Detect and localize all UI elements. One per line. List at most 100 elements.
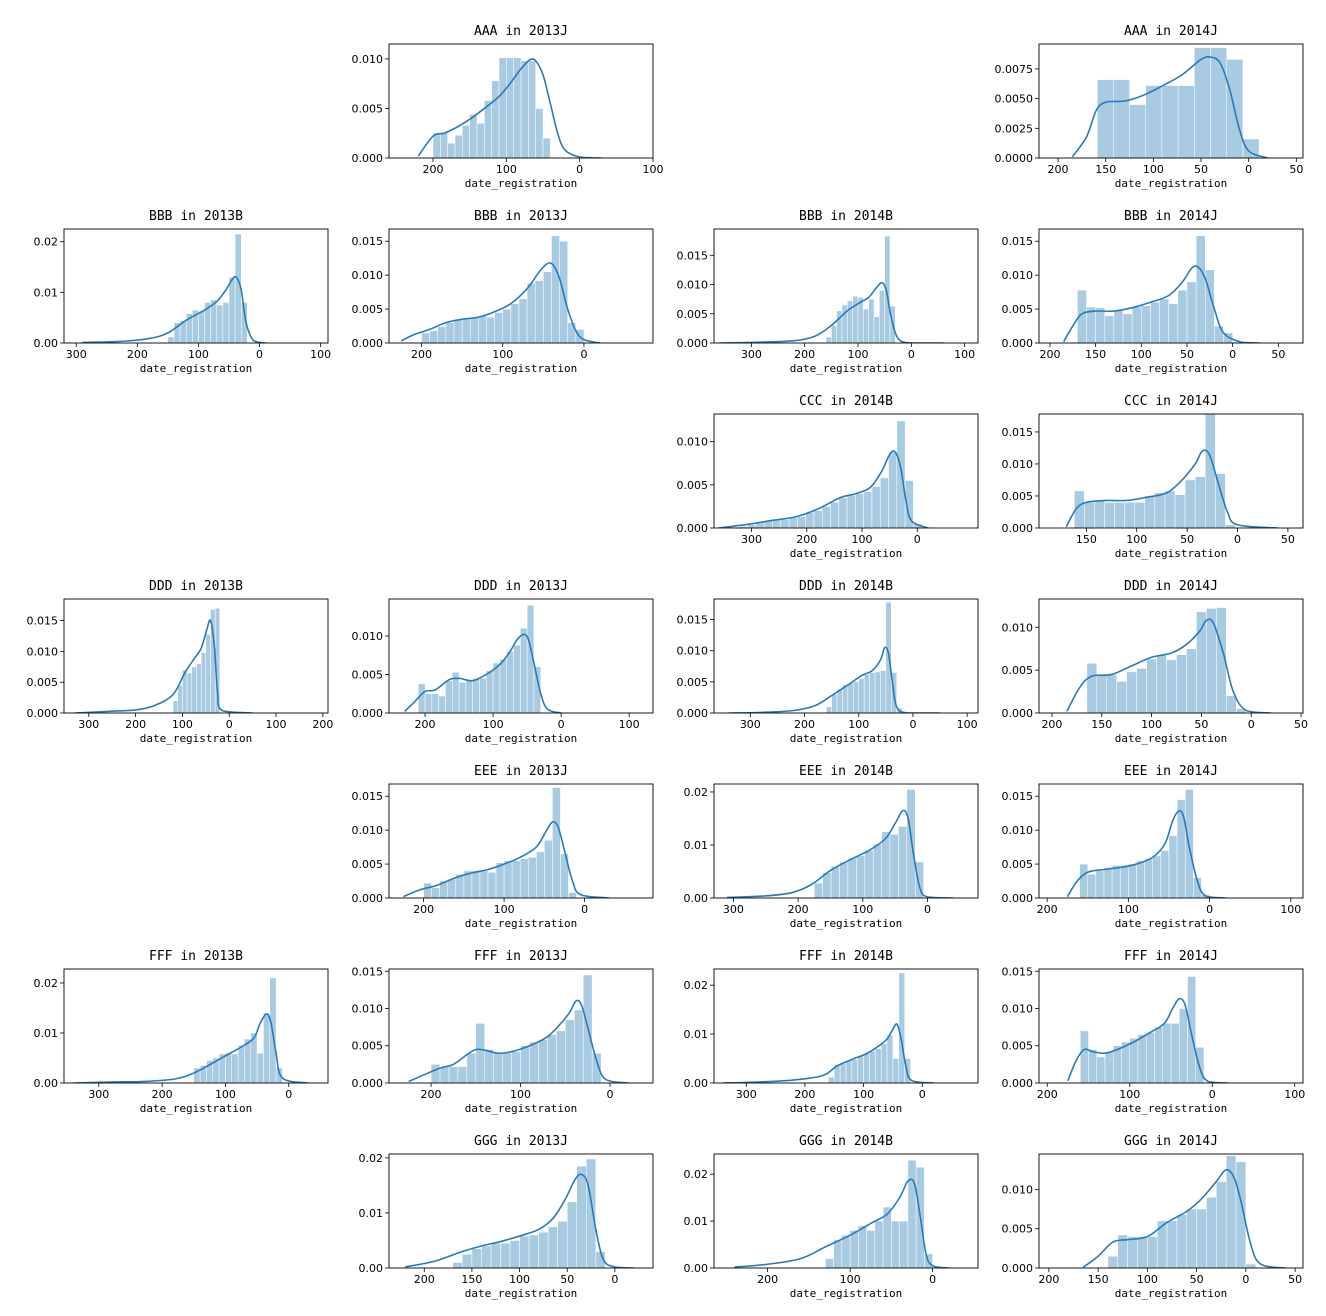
subplot-bbb-in-2013j: 200 100 0 0.000 0.005 0.010 0.015 BBB in 2013J d… — [352, 209, 654, 375]
histogram-bar — [495, 862, 505, 898]
histogram-bar — [842, 684, 849, 713]
x-tick-label: 100 — [215, 1088, 236, 1101]
x-tick-label: 200 — [1037, 903, 1058, 916]
y-tick-label: 0.01 — [684, 839, 709, 852]
histogram-bar — [788, 517, 798, 528]
histogram-bar — [520, 60, 529, 158]
kde-line — [726, 809, 954, 898]
x-tick-label: 300 — [741, 533, 762, 546]
y-tick-label: 0.000 — [352, 707, 384, 720]
y-tick-label: 0.005 — [352, 303, 384, 316]
y-tick-label: 0.01 — [34, 1027, 59, 1040]
histogram-bar — [431, 693, 439, 713]
y-tick-label: 0.015 — [1002, 235, 1034, 248]
y-tick-label: 0.000 — [1002, 522, 1034, 535]
histogram-bar — [813, 510, 823, 528]
histogram-bar — [1144, 858, 1153, 898]
y-tick-label: 0.000 — [677, 522, 709, 535]
histogram-bar — [1126, 671, 1137, 713]
histogram-bar — [586, 1158, 597, 1268]
x-tick-label: 100 — [852, 533, 873, 546]
histogram-bar — [875, 1048, 882, 1083]
y-tick-label: 0.010 — [677, 436, 709, 449]
axes-frame — [388, 968, 654, 1084]
histogram-bar — [544, 840, 553, 898]
x-axis-label: date_registration — [1115, 547, 1228, 560]
subplot-title: DDD in 2013J — [474, 579, 568, 594]
y-tick-label: 0.015 — [677, 614, 709, 627]
x-tick-label: 100 — [848, 348, 869, 361]
y-tick-label: 0.010 — [677, 279, 709, 292]
x-tick-label: 300 — [88, 1088, 109, 1101]
histogram-bar — [839, 861, 849, 898]
histogram-bar — [484, 100, 492, 158]
histogram-bar — [869, 672, 876, 713]
subplot-title: FFF in 2013J — [474, 949, 568, 964]
x-axis-label: date_registration — [140, 1102, 253, 1115]
subplot-ddd-in-2014j: 200 150 100 50 0 50 0.000 0.005 0.010 DDD in 2014… — [1002, 579, 1309, 745]
x-tick-label: 100 — [840, 1273, 861, 1286]
histogram-bar — [855, 493, 864, 528]
histogram-bar — [191, 666, 197, 713]
y-tick-label: 0.010 — [352, 1002, 384, 1015]
y-tick-label: 0.005 — [1002, 490, 1034, 503]
subplot-aaa-in-2013j: 200 100 0 100 0.000 0.005 0.010 AAA in 2013J dat… — [352, 24, 664, 190]
histogram-bar — [1129, 1038, 1139, 1083]
histogram-bar — [565, 1019, 575, 1083]
kde-line — [1066, 810, 1226, 898]
x-tick-label: 200 — [794, 718, 815, 731]
histogram-bar — [1116, 681, 1127, 713]
x-tick-label: 200 — [1039, 348, 1060, 361]
histogram-bar — [898, 972, 905, 1083]
x-axis-label: date_registration — [1115, 362, 1228, 375]
subplot-ggg-in-2013j: 200 150 100 50 0 0.00 0.01 0.02 GGG in 2013J date… — [359, 1134, 654, 1300]
histogram-bar — [445, 322, 455, 343]
histogram-bar — [1141, 305, 1151, 343]
subplot-ggg-in-2014j: 200 150 100 50 0 50 0.000 0.005 0.010 GGG in 2014… — [1002, 1134, 1304, 1300]
y-tick-label: 0.005 — [677, 676, 709, 689]
subplot-title: CCC in 2014B — [799, 394, 893, 409]
x-tick-label: 0 — [558, 718, 565, 731]
histogram-bar — [797, 516, 806, 528]
histogram-bar — [904, 480, 914, 528]
histogram-bar — [872, 843, 882, 898]
histogram-bar — [547, 1034, 557, 1083]
histogram-bar — [871, 486, 881, 528]
histogram-bar — [858, 678, 865, 713]
histogram-bar — [200, 652, 207, 713]
y-tick-label: 0.00 — [34, 1077, 59, 1090]
histogram-bar — [186, 672, 193, 713]
histogram-bar — [423, 882, 432, 898]
histogram-bar — [830, 865, 840, 898]
y-tick-label: 0.02 — [359, 1152, 384, 1165]
histogram-bar — [849, 1230, 859, 1268]
kde-line — [718, 450, 929, 528]
histogram-bar — [1170, 1023, 1180, 1083]
y-tick-label: 0.00 — [359, 1262, 384, 1275]
histogram-bar — [492, 662, 501, 713]
y-tick-label: 0.010 — [1002, 621, 1034, 634]
histogram-bar — [1111, 865, 1121, 898]
histogram-bar — [476, 123, 485, 158]
histogram-bar — [528, 1234, 539, 1268]
histogram-bar — [845, 1060, 853, 1083]
histogram-bar — [225, 1052, 233, 1083]
histogram-bar — [1122, 313, 1133, 343]
histogram-bar — [825, 706, 832, 713]
histogram-bar — [528, 60, 536, 158]
histogram-bar — [1214, 325, 1224, 343]
histogram-bar — [244, 1038, 252, 1083]
x-tick-label: 200 — [1041, 718, 1062, 731]
x-tick-label: 200 — [312, 718, 333, 731]
x-tick-label: 100 — [957, 718, 978, 731]
histogram-bar — [899, 1220, 909, 1268]
x-tick-label: 300 — [736, 1088, 757, 1101]
histogram-bar — [469, 317, 479, 343]
histogram-bar — [1096, 79, 1114, 158]
x-tick-label: 200 — [1037, 1088, 1058, 1101]
x-tick-label: 0 — [1245, 163, 1252, 176]
kde-line — [403, 820, 609, 898]
x-tick-label: 0 — [1229, 348, 1236, 361]
x-tick-label: 150 — [1091, 718, 1112, 731]
histogram-bar — [1129, 104, 1146, 158]
